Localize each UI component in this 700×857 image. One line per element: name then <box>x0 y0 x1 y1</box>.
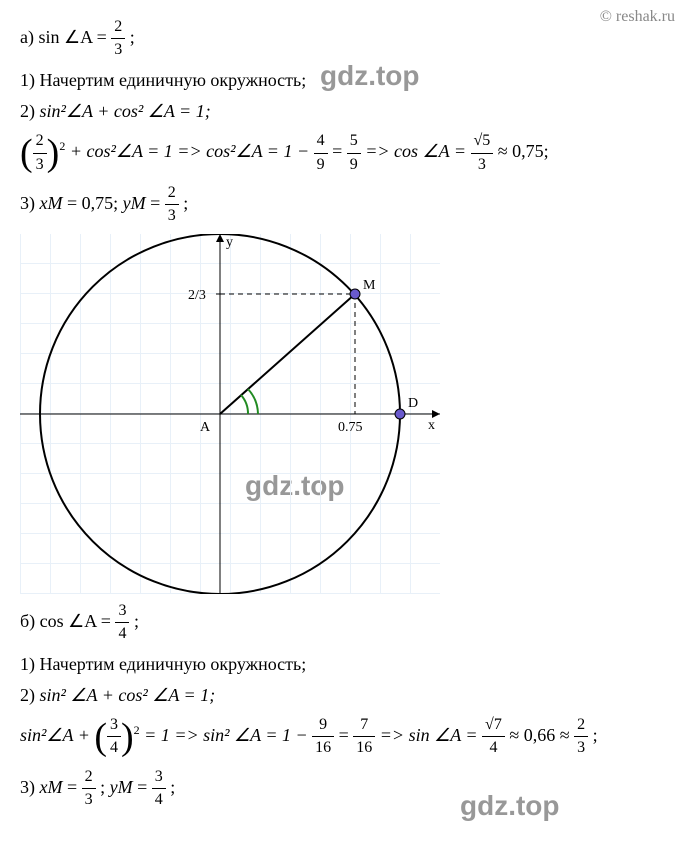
part-a-label: а) sin ∠A = <box>20 27 107 47</box>
label-two-thirds: 2/3 <box>188 288 206 303</box>
part-b-step3: 3) xM = 23 ; yM = 34 ; <box>20 766 680 812</box>
label-x: x <box>428 418 435 433</box>
part-a-step3: 3) xM = 0,75; yM = 23 ; <box>20 182 680 228</box>
unit-circle-diagram: y x M D A 2/3 0.75 <box>20 234 440 594</box>
angle-arc <box>241 395 248 414</box>
radius-am <box>220 294 355 414</box>
label-y: y <box>226 235 233 250</box>
part-b-header: б) cos ∠A = 3 4 ; <box>20 600 680 646</box>
label-a: A <box>200 420 211 435</box>
part-b-label: б) cos ∠A = <box>20 611 111 631</box>
label-075: 0.75 <box>338 420 363 435</box>
label-m: M <box>363 278 376 293</box>
point-m <box>350 289 360 299</box>
watermark-gdz: gdz.top <box>460 790 560 822</box>
part-a-step2-expand: (23)2 + cos²∠A = 1 => cos²∠A = 1 − 49 = … <box>20 130 680 176</box>
part-a-header: а) sin ∠A = 2 3 ; <box>20 16 680 62</box>
part-b-step2-expand: sin²∠A + (34)2 = 1 => sin² ∠A = 1 − 916 … <box>20 714 680 760</box>
part-b-step1: 1) Начертим единичную окружность; <box>20 652 680 677</box>
part-b-step2: 2) sin² ∠A + cos² ∠A = 1; <box>20 683 680 708</box>
watermark-reshak: © reshak.ru <box>600 8 675 26</box>
watermark-gdz: gdz.top <box>320 60 420 92</box>
part-b-value-frac: 3 4 <box>115 600 129 646</box>
unit-circle-svg: y x M D A 2/3 0.75 <box>20 234 440 594</box>
point-d <box>395 409 405 419</box>
part-a-step2: 2) sin²∠A + cos² ∠A = 1; <box>20 99 680 124</box>
part-a-value-frac: 2 3 <box>111 16 125 62</box>
label-d: D <box>408 396 418 411</box>
